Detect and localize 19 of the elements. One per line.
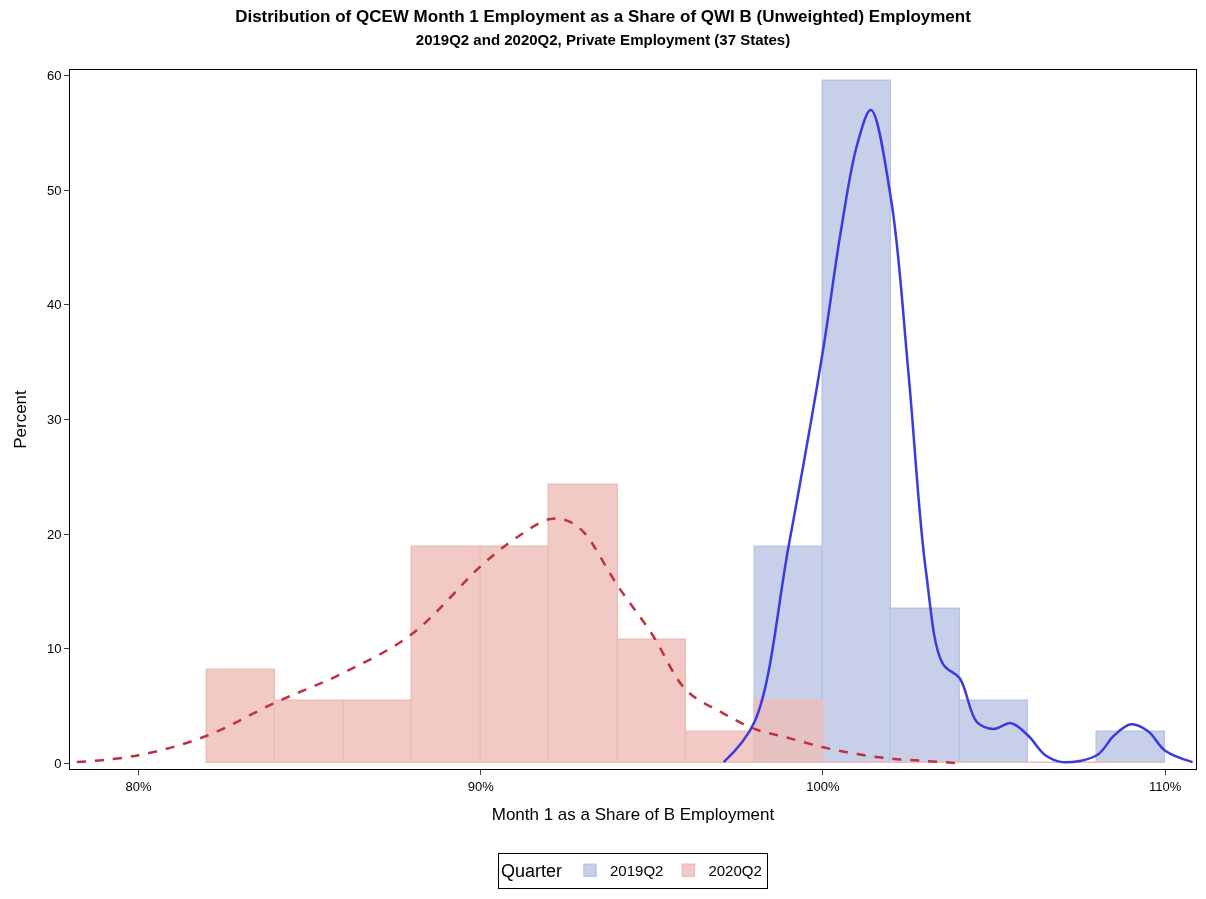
y-tick-label: 0 (54, 755, 62, 771)
x-tick-label: 110% (1149, 778, 1182, 794)
line-series (722, 108, 1194, 764)
legend-title: Quarter (501, 861, 563, 882)
legend-label: 2019Q2 (610, 861, 664, 879)
y-tick-label: 60 (46, 68, 62, 84)
y-tick-label: 10 (46, 641, 62, 657)
chart-title: Distribution of QCEW Month 1 Employment as a Share of QWI B (Unweighted) Employment (235, 7, 972, 27)
legend-label: 2020Q2 (708, 861, 762, 879)
y-axis-title: Percent (11, 389, 31, 449)
y-tick-label: 40 (46, 297, 62, 313)
x-tick-label: 80% (125, 778, 152, 794)
x-axis-title: Month 1 as a Share of B Employment (491, 805, 775, 824)
y-tick-label: 20 (46, 526, 62, 542)
x-tick-label: 100% (806, 778, 841, 794)
x-tick-label: 90% (467, 778, 495, 794)
y-tick-label: 50 (46, 182, 62, 198)
chart-subtitle: 2019Q2 and 2020Q2, Private Employment (37 States) (415, 30, 791, 48)
y-tick-label: 30 (46, 412, 62, 428)
